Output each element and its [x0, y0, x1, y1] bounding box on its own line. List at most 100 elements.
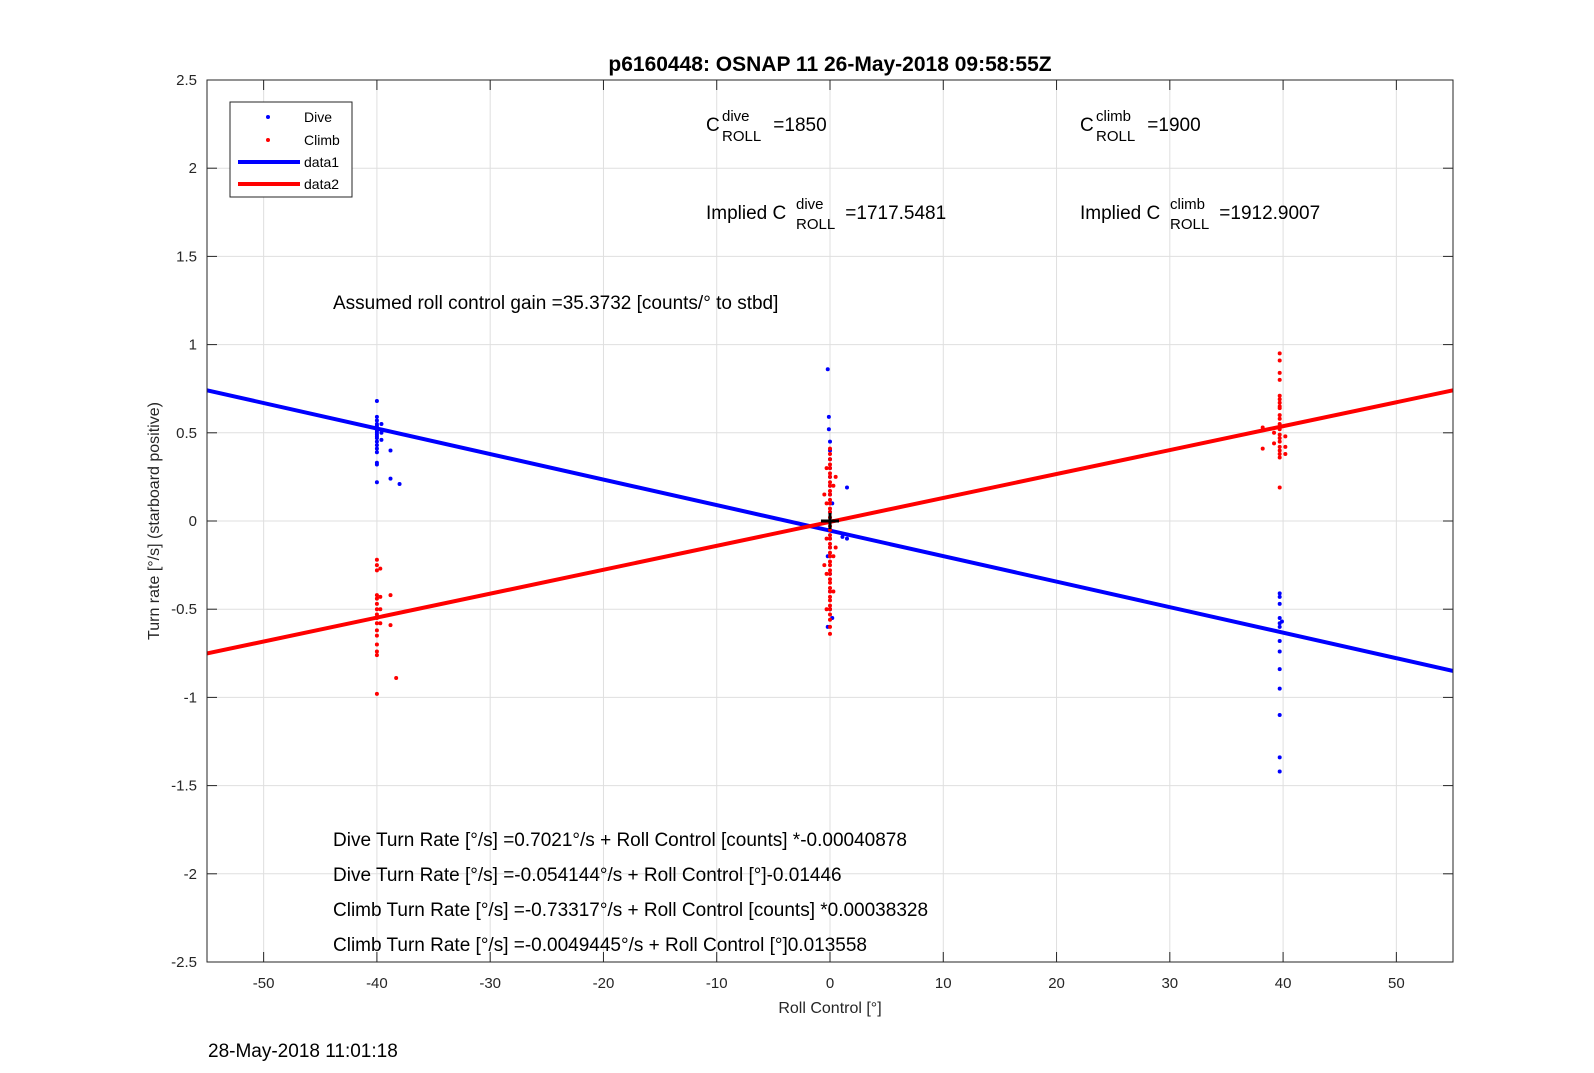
dive-point	[379, 421, 384, 426]
y-tick-label: 2.5	[176, 72, 197, 89]
climb-point	[833, 474, 838, 479]
climb-point	[1283, 434, 1288, 439]
climb-point	[388, 593, 393, 598]
climb-point	[1277, 406, 1282, 411]
climb-point	[831, 483, 836, 488]
climb-point	[374, 557, 379, 562]
x-tick-label: 30	[1161, 975, 1178, 992]
climb-point	[374, 633, 379, 638]
climb-point	[828, 446, 832, 451]
climb-point	[1277, 377, 1282, 382]
climb-point	[374, 649, 379, 654]
climb-point	[1277, 485, 1282, 490]
center-marker	[821, 513, 839, 529]
y-tick-label: -1.5	[171, 778, 197, 795]
climb-point	[828, 586, 832, 591]
climb-point	[1277, 358, 1282, 363]
climb-point	[828, 580, 832, 585]
climb-point	[374, 593, 379, 598]
dive-point	[844, 536, 849, 541]
climb-point	[374, 628, 379, 633]
print-timestamp: 28-May-2018 11:01:18	[208, 1041, 398, 1062]
legend: Dive Climb data1 data2	[229, 101, 353, 198]
climb-point	[824, 501, 829, 506]
climb-point	[828, 501, 832, 506]
climb-point	[1277, 400, 1282, 405]
y-tick-label: -1	[184, 689, 197, 706]
x-tick-label: -30	[479, 975, 501, 992]
climb-point	[828, 577, 832, 582]
climb-point	[828, 497, 832, 502]
climb-point	[828, 541, 832, 546]
x-tick-label: 10	[935, 975, 952, 992]
dive-point	[1277, 638, 1282, 643]
dive-point	[374, 418, 379, 423]
climb-point	[1277, 427, 1282, 432]
climb-point	[828, 603, 832, 608]
climb-point	[1277, 416, 1282, 421]
climb-point	[374, 691, 379, 696]
dive-point	[1279, 619, 1284, 624]
x-tick-label: 50	[1388, 975, 1405, 992]
y-tick-label: -0.5	[171, 601, 197, 618]
climb-point	[828, 451, 832, 456]
x-tick-label: 20	[1048, 975, 1065, 992]
climb-point	[828, 466, 832, 471]
climb-point	[1277, 439, 1282, 444]
climb-point	[828, 589, 832, 594]
climb-point	[828, 559, 832, 564]
climb-point	[374, 596, 379, 601]
climb-point	[828, 598, 832, 603]
climb-point	[1277, 444, 1282, 449]
x-axis-label: Roll Control [°]	[778, 1000, 881, 1017]
dive-point	[1277, 616, 1282, 621]
climb-point	[374, 563, 379, 568]
dive-point	[374, 450, 379, 455]
dive-point	[374, 462, 379, 467]
dive-point	[1277, 755, 1282, 760]
climb-point	[828, 457, 832, 462]
climb-point	[828, 474, 832, 479]
x-tick-label: -10	[706, 975, 728, 992]
chart-title: p6160448: OSNAP 11 26-May-2018 09:58:55Z	[608, 53, 1051, 76]
y-tick-label: -2	[184, 866, 197, 883]
climb-point	[1272, 441, 1277, 446]
dive-point	[1277, 649, 1282, 654]
fit-text-4: Climb Turn Rate [°/s] =-0.0049445°/s + R…	[333, 935, 867, 956]
dive-point	[1277, 769, 1282, 774]
dive-point	[374, 443, 379, 448]
legend-dive-label: Dive	[304, 109, 332, 125]
climb-point	[1272, 430, 1277, 435]
dive-point	[840, 534, 845, 539]
dive-point	[826, 427, 831, 432]
climb-point	[374, 612, 379, 617]
climb-point	[828, 624, 832, 629]
climb-point	[1277, 413, 1282, 418]
climb-point	[378, 621, 383, 626]
y-tick-label: 0.5	[176, 425, 197, 442]
legend-data2-label: data2	[304, 176, 339, 192]
dive-point	[844, 485, 849, 490]
legend-dive-marker	[266, 115, 270, 119]
dive-point	[1277, 601, 1282, 606]
x-tick-label: 40	[1275, 975, 1292, 992]
climb-point	[828, 492, 832, 497]
y-tick-label: 1	[189, 337, 197, 354]
x-tick-label: -40	[366, 975, 388, 992]
dive-point	[374, 446, 379, 451]
axis-ticks: -50 -40 -30 -20 -10 0 10 20 30 40 50-2.5-2-1.5-1-0…	[171, 72, 1453, 992]
climb-point	[374, 621, 379, 626]
fit-text-2: Dive Turn Rate [°/s] =-0.054144°/s + Rol…	[333, 865, 842, 886]
climb-point	[1277, 421, 1282, 426]
legend-box	[229, 101, 353, 198]
climb-point	[374, 642, 379, 647]
scatter-points	[374, 351, 1288, 774]
dive-point	[397, 481, 402, 486]
climb-point	[378, 594, 383, 599]
climb-point	[1277, 370, 1282, 375]
climb-point	[828, 617, 832, 622]
climb-point	[828, 471, 832, 476]
